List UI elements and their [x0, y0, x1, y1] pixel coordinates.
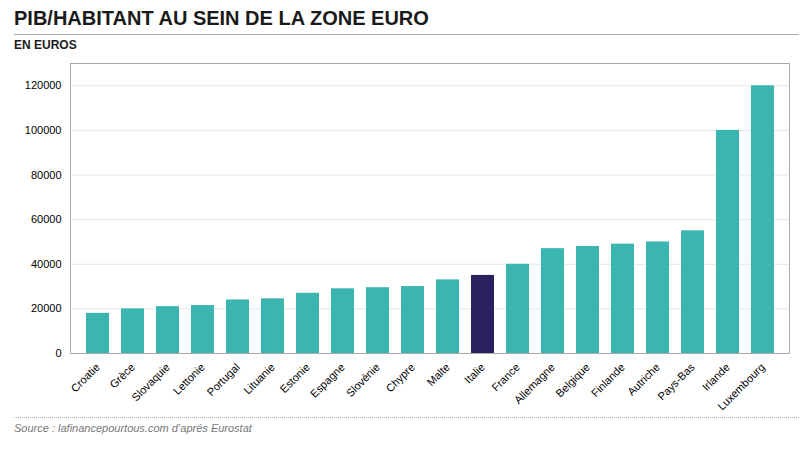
svg-text:100000: 100000 [25, 124, 62, 136]
svg-text:Autriche: Autriche [624, 360, 662, 398]
svg-text:Allemagne: Allemagne [512, 361, 557, 406]
svg-text:Estonie: Estonie [277, 361, 311, 395]
svg-text:Belgique: Belgique [553, 361, 592, 400]
html-text:EN EUROS: EN EUROS [14, 38, 77, 52]
svg-text:Malte: Malte [424, 361, 452, 389]
svg-text:France: France [489, 361, 522, 394]
svg-text:Luxembourg: Luxembourg [715, 361, 767, 413]
svg-text:Portugal: Portugal [204, 361, 241, 398]
svg-text:Finlande: Finlande [589, 361, 627, 399]
svg-text:40000: 40000 [31, 258, 62, 270]
svg-text:0: 0 [55, 347, 61, 359]
svg-text:120000: 120000 [25, 79, 62, 91]
svg-text:Lituanie: Lituanie [241, 361, 277, 397]
svg-text:Grèce: Grèce [107, 361, 137, 391]
svg-text:Irlande: Irlande [700, 361, 732, 393]
svg-text:Slovaquie: Slovaquie [129, 361, 172, 404]
svg-text:Chypre: Chypre [383, 361, 417, 395]
svg-text:Italie: Italie [462, 361, 487, 386]
svg-text:Pays-Bas: Pays-Bas [655, 360, 697, 402]
svg-text:80000: 80000 [31, 169, 62, 181]
html-text:Source : lafinancepourtous.com: Source : lafinancepourtous.com d’aprés E… [14, 422, 252, 434]
html-text:PIB/HABITANT AU SEIN DE LA ZON: PIB/HABITANT AU SEIN DE LA ZONE EURO [14, 7, 429, 29]
svg-text:Slovénie: Slovénie [344, 361, 382, 399]
svg-text:60000: 60000 [31, 213, 62, 225]
svg-text:20000: 20000 [31, 302, 62, 314]
svg-text:Lettonie: Lettonie [171, 361, 207, 397]
svg-text:Croatie: Croatie [68, 361, 102, 395]
svg-text:Espagne: Espagne [308, 361, 347, 400]
